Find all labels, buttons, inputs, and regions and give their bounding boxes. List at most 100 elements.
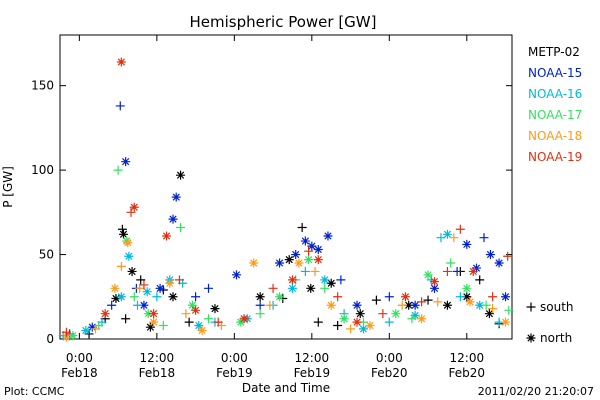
- data-point-south: [121, 314, 131, 324]
- data-point-north: [430, 277, 440, 287]
- x-tick-label-time: 12:00: [295, 351, 330, 365]
- data-point-north: [468, 266, 478, 276]
- data-point-north: [494, 258, 504, 268]
- legend-item: NOAA-19: [528, 150, 582, 164]
- data-point-south: [503, 251, 513, 261]
- data-point-north: [304, 255, 314, 265]
- plot-credit: Plot: CCMC: [4, 385, 65, 398]
- data-point-north: [87, 322, 97, 332]
- data-point-north: [355, 309, 365, 319]
- data-point-south: [455, 292, 465, 302]
- data-point-south: [371, 295, 381, 305]
- data-point-north: [143, 309, 153, 319]
- data-point-north: [139, 300, 149, 310]
- data-point-north: [239, 314, 249, 324]
- data-point-north: [118, 229, 128, 239]
- y-axis: 0 50 100 150: [31, 79, 512, 346]
- data-point-north: [313, 255, 323, 265]
- data-point-north: [121, 157, 131, 167]
- data-point-north: [300, 236, 310, 246]
- data-point-north: [442, 229, 452, 239]
- data-point-south: [488, 304, 498, 314]
- data-point-south: [475, 275, 485, 285]
- data-point-south: [397, 300, 407, 310]
- data-point-south: [526, 302, 536, 312]
- x-tick-label-time: 0:00: [66, 351, 93, 365]
- data-point-north: [168, 214, 178, 224]
- x-tick-label-time: 0:00: [376, 351, 403, 365]
- data-point-north: [320, 275, 330, 285]
- data-point-south: [346, 324, 356, 334]
- data-point-south: [129, 292, 139, 302]
- data-point-north: [417, 314, 427, 324]
- data-point-south: [255, 309, 265, 319]
- data-point-south: [176, 223, 186, 233]
- data-point-south: [152, 292, 162, 302]
- data-point-south: [310, 266, 320, 276]
- plot-timestamp: 2011/02/20 21:20:07: [478, 385, 594, 398]
- x-axis-label: Date and Time: [242, 381, 330, 395]
- legend-item: METP-02: [528, 45, 580, 59]
- data-point-south: [384, 292, 394, 302]
- data-point-north: [124, 251, 134, 261]
- data-point-north: [404, 300, 414, 310]
- data-point-north: [142, 287, 152, 297]
- data-point-south: [204, 314, 214, 324]
- data-point-south: [184, 317, 194, 327]
- y-axis-label: P [GW]: [1, 166, 15, 208]
- data-point-south: [91, 324, 101, 334]
- data-point-north: [465, 297, 475, 307]
- data-point-north: [275, 258, 285, 268]
- x-tick-label-time: 12:00: [140, 351, 175, 365]
- data-point-north: [145, 322, 155, 332]
- data-point-south: [333, 292, 343, 302]
- data-point-south: [378, 309, 388, 319]
- data-point-south: [333, 320, 343, 330]
- data-point-south: [61, 327, 71, 337]
- data-point-north: [326, 300, 336, 310]
- data-point-north: [194, 320, 204, 330]
- data-point-south: [504, 305, 514, 315]
- data-point-north: [236, 317, 246, 327]
- data-point-north: [501, 317, 511, 327]
- data-point-north: [168, 292, 178, 302]
- data-point-north: [287, 283, 297, 293]
- data-point-south: [107, 300, 117, 310]
- data-point-south: [452, 266, 462, 276]
- data-point-south: [384, 317, 394, 327]
- series-noaa-16: [58, 229, 504, 341]
- y-tick-label: 50: [39, 248, 54, 262]
- data-point-south: [423, 295, 433, 305]
- data-point-north: [462, 292, 472, 302]
- data-point-north: [111, 293, 121, 303]
- data-point-north: [294, 258, 304, 268]
- data-point-north: [291, 250, 301, 260]
- y-tick-label: 150: [31, 79, 54, 93]
- x-tick-label-time: 12:00: [450, 351, 485, 365]
- data-point-north: [287, 275, 297, 285]
- data-point-north: [155, 283, 165, 293]
- data-point-north: [423, 270, 433, 280]
- x-tick-label-date: Feb20: [371, 366, 408, 380]
- data-point-north: [284, 255, 294, 265]
- y-tick-label: 100: [31, 163, 54, 177]
- data-point-north: [352, 300, 362, 310]
- data-point-south: [481, 300, 491, 310]
- data-point-south: [320, 283, 330, 293]
- data-point-north: [255, 292, 265, 302]
- series-noaa-17: [68, 165, 514, 341]
- data-point-north: [210, 304, 220, 314]
- series-noaa-19: [61, 57, 513, 337]
- data-point-north: [149, 317, 159, 327]
- data-point-south: [449, 233, 459, 243]
- data-point-south: [139, 280, 149, 290]
- data-point-north: [171, 192, 181, 202]
- y-tick-label: 0: [46, 332, 54, 346]
- data-point-north: [442, 300, 452, 310]
- data-point-north: [400, 292, 410, 302]
- data-points: [58, 57, 514, 342]
- data-point-south: [433, 297, 443, 307]
- chart-title: Hemispheric Power [GW]: [190, 13, 377, 31]
- x-axis: 0:00Feb1812:00Feb180:00Feb1912:00Feb190:…: [61, 35, 485, 380]
- data-point-south: [417, 297, 427, 307]
